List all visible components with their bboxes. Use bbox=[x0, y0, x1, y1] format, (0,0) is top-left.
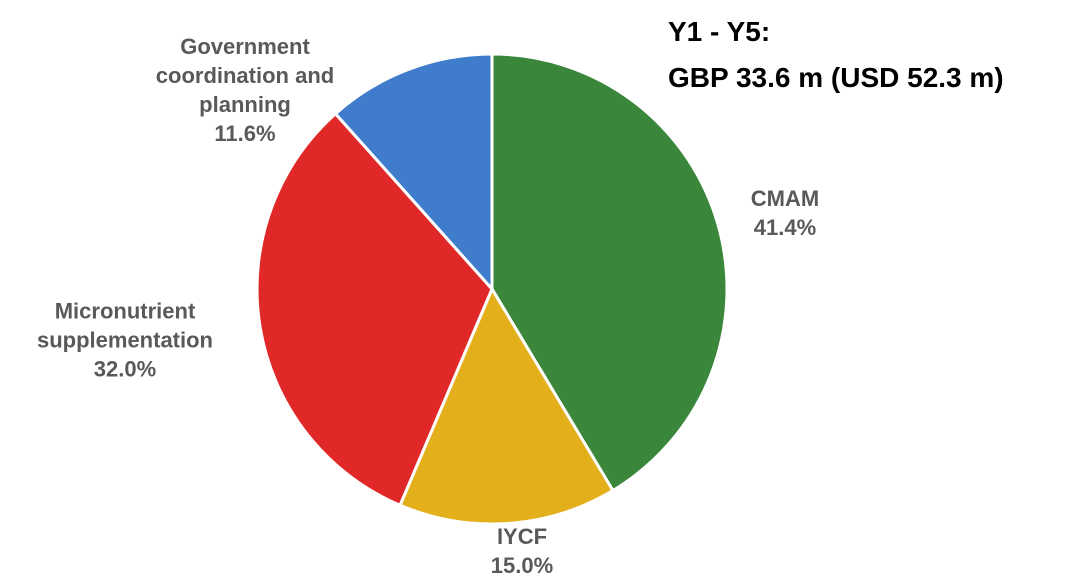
category-label: IYCF bbox=[496, 524, 548, 549]
value-label: 41.4% bbox=[753, 215, 817, 240]
chart-subtitle: GBP 33.6 m (USD 52.3 m) bbox=[668, 62, 1004, 93]
value-label: 32.0% bbox=[93, 356, 157, 382]
category-label: CMAM bbox=[750, 186, 820, 211]
pie-slice bbox=[398, 285, 615, 526]
chart-title: Y1 - Y5: bbox=[668, 16, 771, 47]
value-label: 11.6% bbox=[214, 121, 276, 146]
value-label: 15.0% bbox=[490, 553, 554, 578]
slice-label: IYCF 15.0% bbox=[447, 522, 597, 580]
slice-label: Micronutrient supplementation 32.0% bbox=[5, 297, 245, 384]
pie-slice bbox=[490, 52, 729, 493]
category-label: Government coordination and planning bbox=[155, 34, 335, 117]
pie-slice bbox=[333, 52, 494, 293]
slice-label: CMAM 41.4% bbox=[710, 184, 860, 242]
pie-slice bbox=[255, 111, 494, 508]
category-label: Micronutrient supplementation bbox=[36, 298, 213, 353]
slice-label: Government coordination and planning 11.6… bbox=[150, 32, 340, 148]
